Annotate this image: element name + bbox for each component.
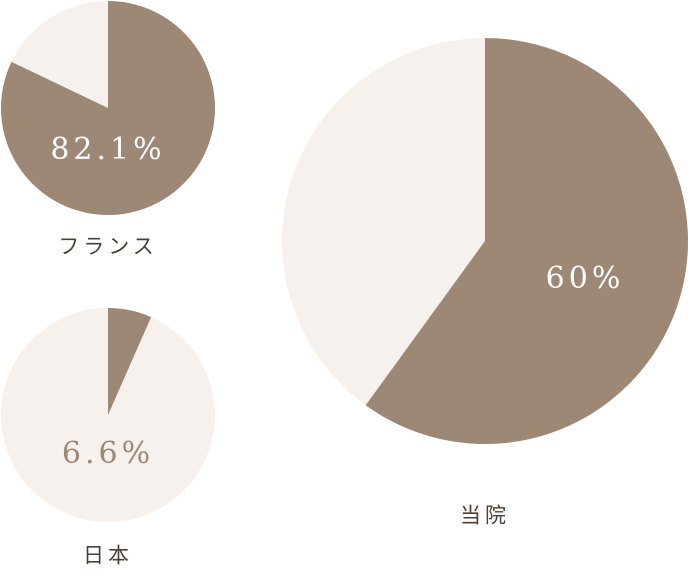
pie-slice (365, 38, 688, 445)
pie-title: 日本 (83, 544, 133, 568)
pie-slice (0, 1, 215, 215)
value-label: 6.6% (62, 436, 154, 471)
value-label: 82.1% (50, 132, 165, 167)
pie-slice (108, 308, 152, 415)
pie-title: フランス (58, 235, 158, 259)
value-label: 60% (546, 261, 625, 296)
pie-title: 当院 (460, 504, 510, 528)
